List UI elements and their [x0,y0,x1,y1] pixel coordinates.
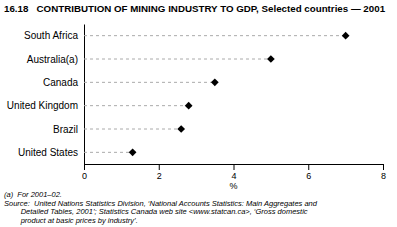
plot-area: 0 2 4 6 8% South Africa Australia(a) Canada Unit… [7,25,386,192]
y-tick: Brazil [53,124,84,135]
x-tick-label: 6 [306,171,311,181]
x-tick: 6 [306,164,311,181]
dot-stem [84,59,271,60]
annotation: Source: United Nations Statistics Divisi… [4,199,318,225]
y-tick-label: United States [18,147,78,158]
y-tick-label: United Kingdom [7,100,78,111]
y-tick: South Africa [24,30,84,41]
dot-stem [84,35,346,36]
x-tick-mark [159,164,160,170]
x-tick-label: 0 [82,171,87,181]
dot-stem [84,129,181,130]
x-axis-line [85,165,384,171]
x-tick-label: 2 [157,171,162,181]
x-tick-label: 4 [231,171,236,181]
x-tick-label: 8 [381,171,386,181]
y-tick-label: Brazil [53,124,78,135]
dot-marker [267,55,275,63]
x-tick-mark [383,164,384,170]
x-axis-label: % [229,181,237,191]
dot-marker [129,148,137,156]
x-tick: 8 [381,164,386,181]
dot-stem [84,105,189,106]
x-tick: 2 [157,164,162,181]
dot-stem [84,82,215,83]
annotation-line: product at basic prices by industry’. [4,216,138,225]
y-tick: Australia(a) [27,54,84,65]
y-axis-line [84,25,85,165]
dot-marker [177,125,185,133]
y-tick: United States [18,147,84,158]
marks [84,32,349,156]
y-tick-label: Australia(a) [27,54,78,65]
y-tick: United Kingdom [7,100,84,111]
y-tick-label: Canada [43,77,78,88]
x-tick: 4 [231,164,236,181]
dot-marker [185,102,193,110]
x-tick-mark [84,164,85,170]
x-tick: 0 [82,164,87,181]
dot-marker [211,78,219,86]
y-axis: South Africa Australia(a) Canada United Kin… [7,25,85,165]
y-tick: Canada [43,77,84,88]
y-tick-label: South Africa [24,30,78,41]
x-tick-mark [234,164,235,170]
x-tick-mark [308,164,309,170]
dot-marker [342,32,350,40]
chart: 16.18 CONTRIBUTION OF MINING INDUSTRY TO… [0,0,397,227]
title: 16.18 CONTRIBUTION OF MINING INDUSTRY TO… [4,3,386,14]
x-axis: 0 2 4 6 8 [82,164,386,181]
dot-stem [84,152,133,153]
